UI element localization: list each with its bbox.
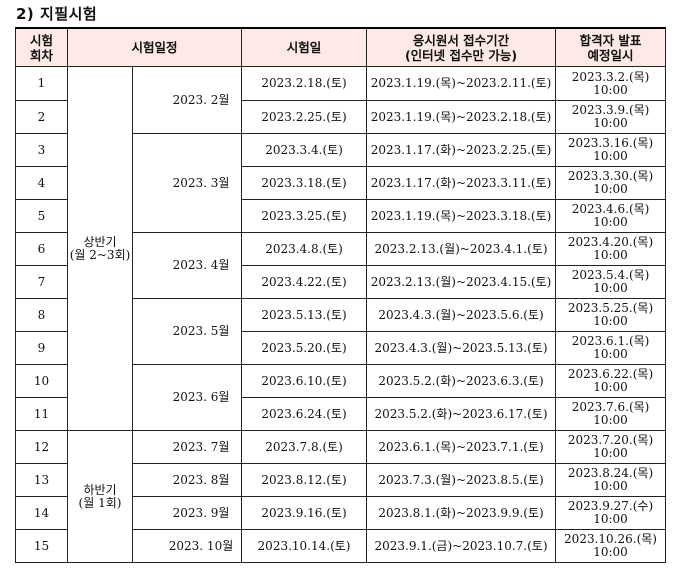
exam-date: 2023.5.13.(토) bbox=[241, 298, 368, 332]
round-number: 2 bbox=[15, 100, 68, 134]
result-date: 2023.3.2.(목) 10:00 bbox=[555, 66, 667, 101]
table-row: 7 2023.4.22.(토) 2023.2.13.(월)~2023.4.15.… bbox=[15, 265, 667, 299]
application-period: 2023.2.13.(월)~2023.4.1.(토) bbox=[366, 232, 557, 266]
result-date: 2023.3.16.(목) 10:00 bbox=[555, 133, 667, 167]
half-label-first: 상반기 (월 2~3회) bbox=[67, 66, 133, 431]
round-number: 8 bbox=[15, 298, 68, 332]
table-row: 5 2023.3.25.(토) 2023.1.19.(목)~2023.3.18.… bbox=[15, 199, 667, 233]
exam-date: 2023.9.16.(토) bbox=[241, 496, 368, 530]
header-exam-date: 시험일 bbox=[241, 27, 368, 67]
header-schedule: 시험일정 bbox=[66, 27, 243, 67]
application-period: 2023.9.1.(금)~2023.10.7.(토) bbox=[366, 529, 557, 563]
exam-date: 2023.7.8.(토) bbox=[241, 430, 368, 464]
month-cell: 2023. 2월 bbox=[131, 66, 243, 134]
application-period: 2023.6.1.(목)~2023.7.1.(토) bbox=[366, 430, 557, 464]
header-application-period: 응시원서 접수기간 (인터넷 접수만 가능) bbox=[366, 27, 557, 67]
result-date: 2023.5.4.(목) 10:00 bbox=[555, 265, 667, 299]
table-row: 10 2023. 6월 2023.6.10.(토) 2023.5.2.(화)~2… bbox=[15, 364, 667, 431]
application-period: 2023.4.3.(월)~2023.5.6.(토) bbox=[366, 298, 557, 332]
result-date: 2023.6.22.(목) 10:00 bbox=[555, 364, 667, 398]
table-row: 12 하반기 (월 1회) 2023. 7월 2023.7.8.(토) 2023.… bbox=[15, 430, 667, 563]
round-number: 11 bbox=[15, 397, 68, 431]
exam-date: 2023.4.22.(토) bbox=[241, 265, 368, 299]
result-date: 2023.5.25.(목) 10:00 bbox=[555, 298, 667, 332]
exam-date: 2023.8.12.(토) bbox=[241, 463, 368, 497]
round-number: 15 bbox=[15, 529, 68, 563]
application-period: 2023.1.17.(화)~2023.3.11.(토) bbox=[366, 166, 557, 200]
exam-date: 2023.2.18.(토) bbox=[241, 66, 368, 101]
table-row: 14 2023. 9월 2023.9.16.(토) 2023.8.1.(화)~2… bbox=[15, 496, 667, 530]
month-cell: 2023. 4월 bbox=[131, 232, 243, 299]
table-row: 13 2023. 8월 2023.8.12.(토) 2023.7.3.(월)~2… bbox=[15, 463, 667, 497]
application-period: 2023.2.13.(월)~2023.4.15.(토) bbox=[366, 265, 557, 299]
result-date: 2023.8.24.(목) 10:00 bbox=[555, 463, 667, 497]
result-date: 2023.7.6.(목) 10:00 bbox=[555, 397, 667, 431]
result-date: 2023.4.6.(목) 10:00 bbox=[555, 199, 667, 233]
application-period: 2023.1.17.(화)~2023.2.25.(토) bbox=[366, 133, 557, 167]
round-number: 9 bbox=[15, 331, 68, 365]
exam-date: 2023.6.24.(토) bbox=[241, 397, 368, 431]
round-number: 1 bbox=[15, 66, 68, 101]
result-date: 2023.6.1.(목) 10:00 bbox=[555, 331, 667, 365]
exam-date: 2023.6.10.(토) bbox=[241, 364, 368, 398]
round-number: 13 bbox=[15, 463, 68, 497]
exam-date: 2023.2.25.(토) bbox=[241, 100, 368, 134]
month-cell: 2023. 9월 bbox=[131, 496, 243, 530]
table-row: 6 2023. 4월 2023.4.8.(토) 2023.2.13.(월)~20… bbox=[15, 232, 667, 299]
round-number: 10 bbox=[15, 364, 68, 398]
result-date: 2023.3.30.(목) 10:00 bbox=[555, 166, 667, 200]
round-number: 14 bbox=[15, 496, 68, 530]
header-round: 시험 회차 bbox=[15, 27, 68, 67]
result-date: 2023.7.20.(목) 10:00 bbox=[555, 430, 667, 464]
round-number: 4 bbox=[15, 166, 68, 200]
table-row: 9 2023.5.20.(토) 2023.4.3.(월)~2023.5.13.(… bbox=[15, 331, 667, 365]
round-number: 3 bbox=[15, 133, 68, 167]
exam-date: 2023.10.14.(토) bbox=[241, 529, 368, 563]
month-cell: 2023. 8월 bbox=[131, 463, 243, 497]
exam-date: 2023.3.18.(토) bbox=[241, 166, 368, 200]
section-heading: 2) 지필시험 bbox=[16, 5, 98, 23]
application-period: 2023.5.2.(화)~2023.6.3.(토) bbox=[366, 364, 557, 398]
exam-date: 2023.3.25.(토) bbox=[241, 199, 368, 233]
application-period: 2023.1.19.(목)~2023.2.11.(토) bbox=[366, 66, 557, 101]
result-date: 2023.4.20.(목) 10:00 bbox=[555, 232, 667, 266]
table-row: 1 상반기 (월 2~3회) 2023. 2월 2023.2.18.(토) 202… bbox=[15, 66, 667, 431]
month-cell: 2023. 10월 bbox=[131, 529, 243, 563]
round-number: 12 bbox=[15, 430, 68, 464]
round-number: 6 bbox=[15, 232, 68, 266]
written-exam-schedule-table: 시험 회차 시험일정 시험일 응시원서 접수기간 (인터넷 접수만 가능) 합격자 … bbox=[15, 27, 667, 563]
table-header-row: 시험 회차 시험일정 시험일 응시원서 접수기간 (인터넷 접수만 가능) 합격자 … bbox=[15, 27, 667, 67]
half-label-second: 하반기 (월 1회) bbox=[67, 430, 133, 563]
round-number: 5 bbox=[15, 199, 68, 233]
round-number: 7 bbox=[15, 265, 68, 299]
application-period: 2023.4.3.(월)~2023.5.13.(토) bbox=[366, 331, 557, 365]
result-date: 2023.10.26.(목) 10:00 bbox=[555, 529, 667, 563]
result-date: 2023.3.9.(목) 10:00 bbox=[555, 100, 667, 134]
table-row: 2 2023.2.25.(토) 2023.1.19.(목)~2023.2.18.… bbox=[15, 100, 667, 134]
month-cell: 2023. 7월 bbox=[131, 430, 243, 464]
month-cell: 2023. 5월 bbox=[131, 298, 243, 365]
application-period: 2023.5.2.(화)~2023.6.17.(토) bbox=[366, 397, 557, 431]
table-row: 15 2023. 10월 2023.10.14.(토) 2023.9.1.(금)… bbox=[15, 529, 667, 563]
month-cell: 2023. 3월 bbox=[131, 133, 243, 233]
table-row: 3 2023. 3월 2023.3.4.(토) 2023.1.17.(화)~20… bbox=[15, 133, 667, 233]
application-period: 2023.1.19.(목)~2023.2.18.(토) bbox=[366, 100, 557, 134]
exam-date: 2023.3.4.(토) bbox=[241, 133, 368, 167]
exam-date: 2023.4.8.(토) bbox=[241, 232, 368, 266]
exam-date: 2023.5.20.(토) bbox=[241, 331, 368, 365]
header-result-announcement: 합격자 발표 예정일시 bbox=[555, 27, 667, 67]
table-row: 8 2023. 5월 2023.5.13.(토) 2023.4.3.(월)~20… bbox=[15, 298, 667, 365]
application-period: 2023.8.1.(화)~2023.9.9.(토) bbox=[366, 496, 557, 530]
result-date: 2023.9.27.(수) 10:00 bbox=[555, 496, 667, 530]
application-period: 2023.7.3.(월)~2023.8.5.(토) bbox=[366, 463, 557, 497]
month-cell: 2023. 6월 bbox=[131, 364, 243, 431]
application-period: 2023.1.19.(목)~2023.3.18.(토) bbox=[366, 199, 557, 233]
